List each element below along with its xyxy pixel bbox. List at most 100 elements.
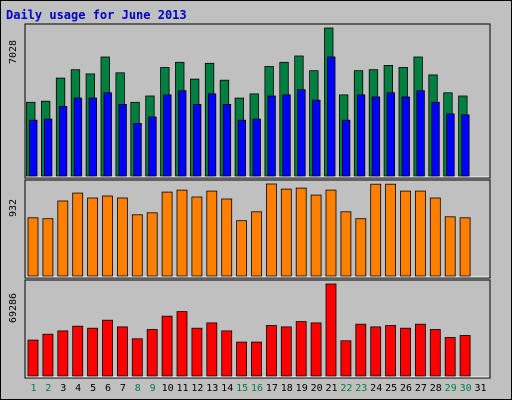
day-label-9: 9: [150, 383, 156, 394]
bar-bottom-s1-day-18: [280, 326, 292, 377]
bar-bottom-s1-day-7: [117, 326, 128, 377]
bar-top-s2-day-29: [446, 113, 455, 177]
day-label-12: 12: [191, 383, 203, 394]
bar-top-s2-day-20: [312, 99, 321, 177]
bar-top-s2-day-9: [148, 116, 157, 177]
day-label-21: 21: [325, 383, 337, 394]
bar-top-s2-day-5: [88, 97, 97, 177]
bar-middle-s1-day-26: [400, 190, 411, 277]
bar-bottom-s1-day-16: [251, 341, 262, 377]
bar-middle-s1-day-16: [251, 211, 262, 277]
bar-top-s2-day-26: [401, 96, 410, 177]
bar-middle-s1-day-2: [42, 218, 54, 277]
day-label-6: 6: [105, 383, 111, 394]
bar-bottom-s1-day-30: [459, 335, 471, 377]
day-label-30: 30: [460, 383, 472, 394]
chart-bars: [26, 27, 471, 377]
day-label-17: 17: [266, 383, 278, 394]
panel-top-border: [24, 23, 491, 179]
bar-top-s2-day-3: [58, 106, 68, 177]
bar-bottom-s1-day-9: [146, 329, 158, 377]
bar-bottom-s1-day-11: [176, 311, 188, 377]
day-label-13: 13: [206, 383, 218, 394]
bar-top-s2-day-8: [133, 123, 142, 177]
day-label-5: 5: [90, 383, 96, 394]
bar-middle-s1-day-24: [370, 183, 382, 277]
bar-middle-s1-day-25: [385, 183, 397, 277]
day-label-26: 26: [400, 383, 412, 394]
day-label-25: 25: [385, 383, 397, 394]
bar-middle-s1-day-23: [355, 218, 367, 277]
bar-bottom-s1-day-4: [72, 325, 84, 377]
bar-bottom-s1-day-24: [370, 326, 382, 377]
day-label-14: 14: [221, 383, 233, 394]
bar-middle-s1-day-14: [221, 198, 233, 277]
bar-bottom-s1-day-5: [87, 327, 98, 377]
bar-bottom-s1-day-23: [355, 323, 367, 377]
panel-middle-border: [24, 179, 491, 279]
bar-middle-s1-day-9: [146, 212, 158, 277]
bar-top-s2-day-27: [416, 90, 425, 177]
bar-middle-s1-day-19: [295, 187, 307, 277]
bar-top-s2-day-17: [267, 95, 276, 177]
bar-middle-s1-day-10: [161, 191, 173, 277]
bar-bottom-s1-day-19: [295, 321, 307, 377]
day-label-23: 23: [355, 383, 367, 394]
bar-bottom-s1-day-12: [191, 327, 203, 377]
bar-bottom-s1-day-3: [57, 330, 69, 377]
bar-middle-s1-day-6: [102, 195, 113, 277]
bar-top-s2-day-12: [192, 104, 202, 177]
chart-panels: [24, 23, 491, 379]
bar-middle-s1-day-4: [72, 192, 84, 277]
day-label-11: 11: [176, 383, 188, 394]
bar-top-s2-day-28: [431, 101, 440, 177]
panel-bottom-ymax-label: 69286: [8, 293, 19, 323]
day-label-2: 2: [45, 383, 51, 394]
bar-middle-s1-day-7: [117, 197, 128, 277]
bar-middle-s1-day-21: [325, 189, 337, 277]
day-label-10: 10: [162, 383, 174, 394]
bar-middle-s1-day-12: [191, 196, 203, 277]
bar-bottom-s1-day-22: [340, 340, 352, 377]
day-label-27: 27: [415, 383, 427, 394]
bar-middle-s1-day-17: [265, 183, 277, 277]
day-label-29: 29: [445, 383, 457, 394]
day-label-16: 16: [251, 383, 263, 394]
bar-middle-s1-day-13: [206, 190, 218, 277]
bar-top-s2-day-4: [73, 97, 83, 177]
bar-bottom-s1-day-14: [221, 330, 233, 377]
bar-top-s2-day-6: [103, 92, 112, 177]
bar-top-s2-day-18: [282, 94, 291, 177]
bar-top-s2-day-21: [327, 56, 336, 177]
bar-bottom-s1-day-26: [400, 327, 411, 377]
bar-bottom-s1-day-2: [42, 333, 54, 377]
day-label-8: 8: [135, 383, 141, 394]
day-label-20: 20: [311, 383, 323, 394]
bar-top-s2-day-15: [237, 119, 247, 177]
bar-top-s2-day-10: [163, 94, 172, 177]
bar-bottom-s1-day-15: [236, 341, 248, 377]
day-label-4: 4: [75, 383, 81, 394]
bar-middle-s1-day-27: [414, 190, 426, 277]
day-label-28: 28: [430, 383, 442, 394]
bar-top-s2-day-23: [356, 94, 366, 177]
panel-bottom-border: [24, 279, 491, 379]
bar-top-s2-day-19: [297, 89, 306, 177]
bar-bottom-s1-day-13: [206, 322, 218, 377]
bar-bottom-s1-day-21: [325, 283, 337, 377]
bar-middle-s1-day-15: [236, 220, 248, 277]
bar-bottom-s1-day-20: [310, 322, 322, 377]
day-label-31: 31: [474, 383, 486, 394]
day-label-24: 24: [370, 383, 382, 394]
bar-top-s2-day-7: [118, 104, 127, 177]
bar-top-s2-day-13: [207, 93, 217, 177]
bar-bottom-s1-day-17: [265, 325, 277, 377]
bar-middle-s1-day-20: [310, 194, 322, 277]
panel-top-ymax-label: 7028: [8, 40, 19, 64]
bar-top-s2-day-16: [252, 118, 261, 177]
day-label-1: 1: [30, 383, 36, 394]
bar-top-s2-day-1: [29, 119, 38, 177]
bar-middle-s1-day-28: [429, 197, 441, 277]
